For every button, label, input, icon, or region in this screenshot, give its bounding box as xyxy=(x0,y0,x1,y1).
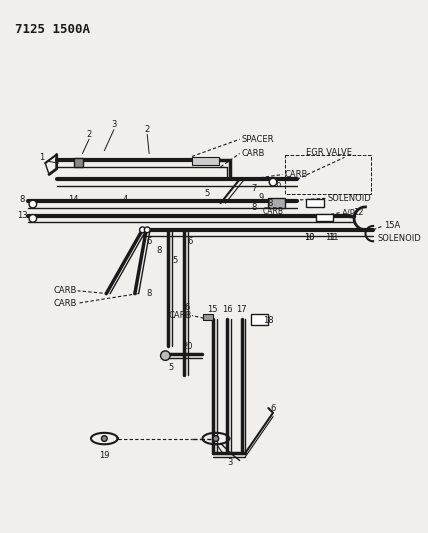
Text: 16: 16 xyxy=(222,305,232,314)
Text: 14: 14 xyxy=(68,195,78,204)
Bar xyxy=(316,214,333,221)
Text: 6: 6 xyxy=(270,403,276,413)
Circle shape xyxy=(160,351,170,360)
Text: 8: 8 xyxy=(268,199,273,208)
Text: 8: 8 xyxy=(146,289,152,298)
Text: 19: 19 xyxy=(99,451,110,460)
Text: 11: 11 xyxy=(325,233,336,242)
Text: 2: 2 xyxy=(145,125,150,134)
Text: 1: 1 xyxy=(39,153,44,162)
Text: 15A: 15A xyxy=(385,222,401,230)
Text: 3: 3 xyxy=(227,458,233,467)
Text: 17: 17 xyxy=(236,305,247,314)
Text: 10: 10 xyxy=(304,233,315,242)
Text: 6: 6 xyxy=(184,303,190,312)
Bar xyxy=(74,158,83,167)
Bar xyxy=(192,157,219,165)
Text: 4: 4 xyxy=(123,195,128,204)
Bar xyxy=(268,198,285,208)
Text: 5: 5 xyxy=(205,189,210,198)
Text: A/P: A/P xyxy=(342,208,355,217)
Circle shape xyxy=(140,227,146,233)
Text: 11: 11 xyxy=(328,233,339,242)
Text: CARB: CARB xyxy=(168,311,192,320)
Bar xyxy=(285,156,371,193)
Circle shape xyxy=(29,215,37,222)
Text: SOLENOID: SOLENOID xyxy=(327,194,371,203)
Bar xyxy=(203,314,213,320)
Text: 6: 6 xyxy=(187,237,193,246)
Text: EGR VALVE: EGR VALVE xyxy=(306,148,352,157)
Bar xyxy=(306,199,324,207)
Text: CARB: CARB xyxy=(54,298,77,308)
Circle shape xyxy=(29,200,37,208)
Text: CARB: CARB xyxy=(262,207,283,216)
Text: 5: 5 xyxy=(172,256,178,265)
Text: CARB: CARB xyxy=(285,170,308,179)
Text: 5: 5 xyxy=(169,362,174,372)
Text: 8: 8 xyxy=(251,204,257,212)
Text: 6: 6 xyxy=(146,237,152,246)
Circle shape xyxy=(213,435,219,441)
Text: 18: 18 xyxy=(263,316,273,325)
Text: CARB: CARB xyxy=(54,286,77,295)
Text: 8: 8 xyxy=(156,246,161,255)
Text: 20: 20 xyxy=(182,342,193,351)
Text: SOLENOID: SOLENOID xyxy=(378,234,422,243)
Text: 6: 6 xyxy=(275,180,280,189)
Text: 13: 13 xyxy=(17,211,28,220)
Text: 12: 12 xyxy=(354,208,364,217)
Text: CARB: CARB xyxy=(241,149,265,158)
Text: 7125 1500A: 7125 1500A xyxy=(15,23,90,36)
Text: 8: 8 xyxy=(20,195,25,204)
Text: 7: 7 xyxy=(251,184,257,193)
Text: SPACER: SPACER xyxy=(241,135,274,144)
Text: 15: 15 xyxy=(207,305,217,314)
Text: 10: 10 xyxy=(304,233,315,242)
Circle shape xyxy=(269,179,277,186)
Bar xyxy=(251,314,268,325)
Circle shape xyxy=(144,227,150,233)
Text: 3: 3 xyxy=(111,120,116,130)
Text: 9: 9 xyxy=(258,193,263,202)
Circle shape xyxy=(101,435,107,441)
Text: 2: 2 xyxy=(86,130,92,139)
